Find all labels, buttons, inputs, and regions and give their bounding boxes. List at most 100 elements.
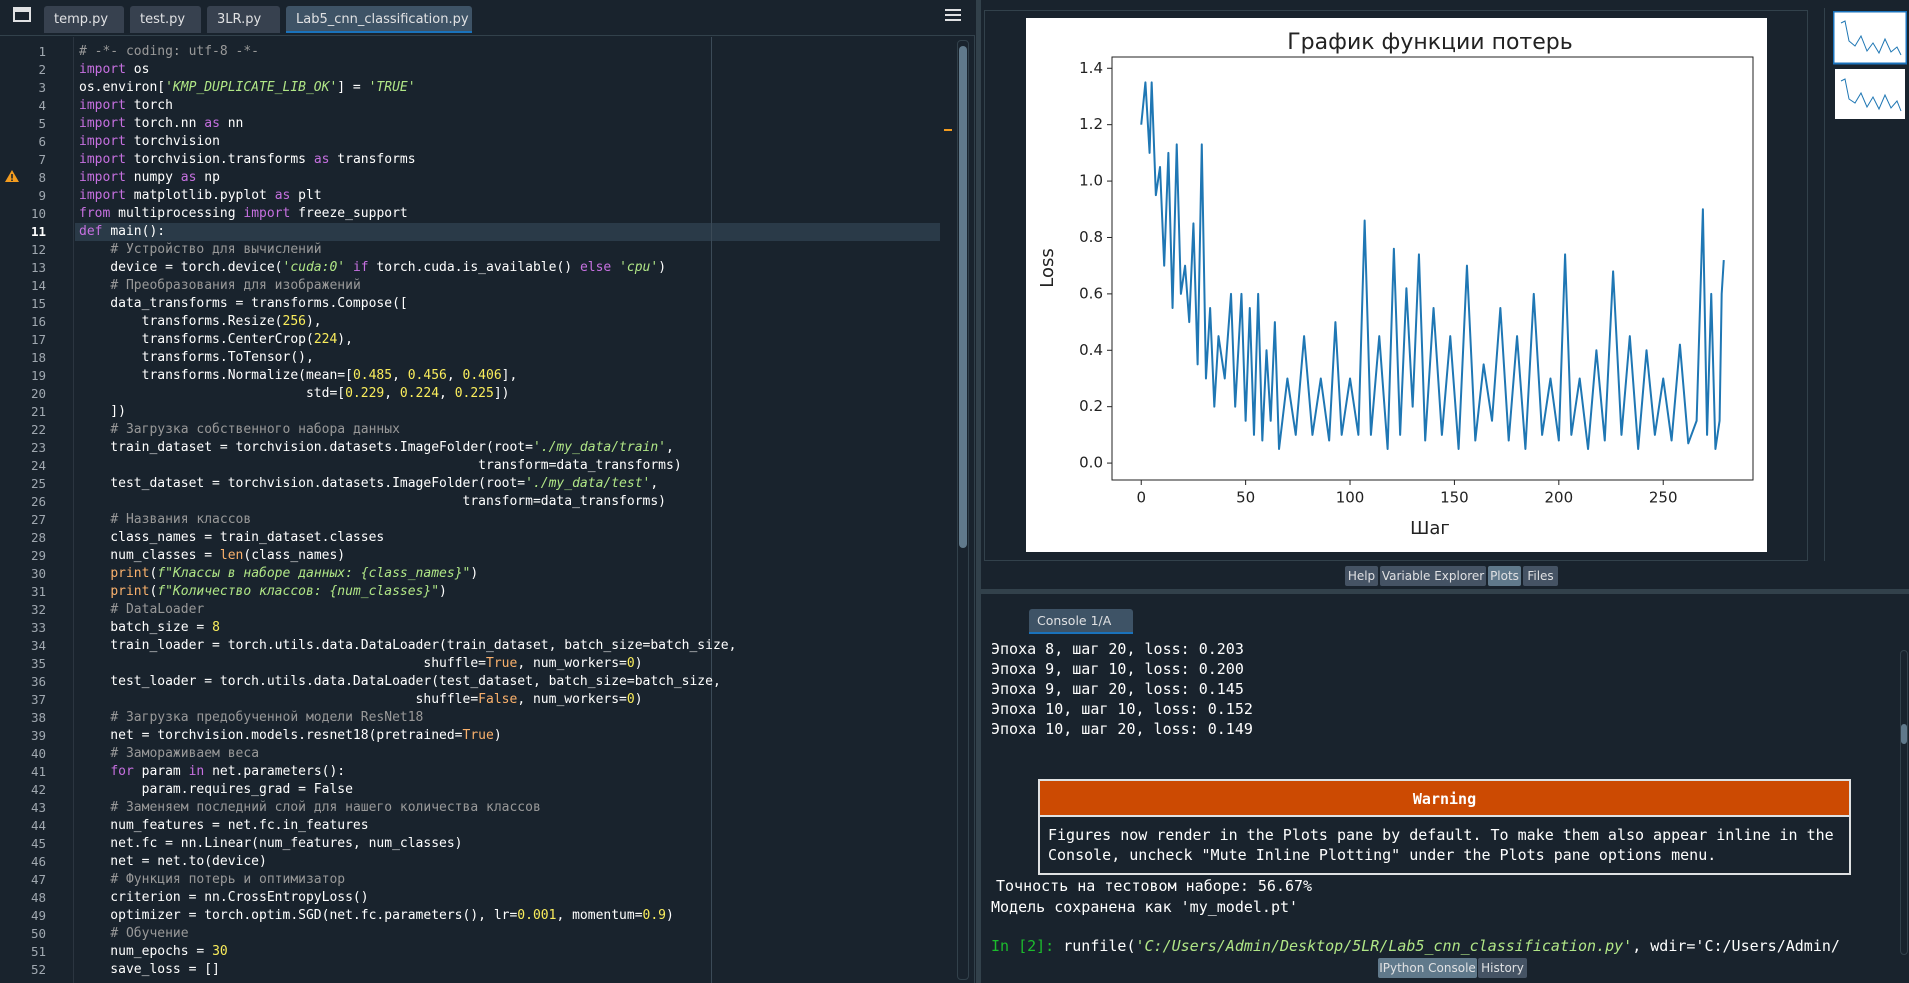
code-token: transform=data_transforms): [79, 458, 682, 473]
code-token: [79, 422, 110, 437]
code-line: train_dataset = torchvision.datasets.Ima…: [79, 439, 674, 457]
code-token: net = torchvision.models.resnet18(pretra…: [79, 728, 463, 743]
code-token: 256: [282, 314, 306, 329]
code-line: # Обучение: [79, 925, 189, 943]
code-token: transforms.CenterCrop(: [79, 332, 314, 347]
code-line: # Заменяем последний слой для нашего кол…: [79, 799, 541, 817]
code-token: 0.485: [352, 368, 393, 383]
code-line: # Преобразования для изображений: [79, 277, 360, 295]
line-number: 9: [38, 188, 46, 203]
line-number: 47: [30, 872, 46, 887]
console-scrollbar[interactable]: [1900, 650, 1908, 955]
code-token: 0.229: [345, 386, 385, 401]
console-tab-label: Console 1/A: [1037, 613, 1112, 628]
code-token: train_loader = torch.utils.data.DataLoad…: [79, 638, 737, 653]
line-number: 4: [38, 98, 46, 113]
code-line: criterion = nn.CrossEntropyLoss(): [79, 889, 368, 907]
code-token: class_names = train_dataset.classes: [79, 530, 385, 545]
console-scroll-thumb[interactable]: [1901, 724, 1907, 744]
code-line: batch_size = 8: [79, 619, 220, 637]
line-number: 23: [30, 440, 46, 455]
code-token: ():: [321, 764, 346, 779]
code-token: ): [493, 728, 502, 743]
code-token: ): [634, 656, 643, 671]
vertical-splitter[interactable]: [976, 0, 981, 983]
code-line: train_loader = torch.utils.data.DataLoad…: [79, 637, 736, 655]
code-token: param: [141, 764, 181, 779]
pane-tab[interactable]: History: [1478, 958, 1527, 978]
file-tab[interactable]: 3LR.py: [207, 6, 280, 33]
warning-icon[interactable]: [4, 169, 20, 183]
code-token: if: [352, 260, 369, 275]
line-number: 35: [30, 656, 46, 671]
horizontal-splitter[interactable]: [981, 589, 1909, 594]
code-token: import: [79, 116, 126, 131]
code-token: ),: [305, 314, 322, 329]
console-tab[interactable]: Console 1/A: [1029, 609, 1133, 634]
code-token: [181, 764, 189, 779]
plot-thumbnails[interactable]: [1833, 11, 1907, 123]
code-token: , num_workers=: [517, 656, 627, 671]
pane-tab[interactable]: IPython Console: [1378, 958, 1477, 978]
line-number: 41: [30, 764, 46, 779]
code-token: # Загрузка предобученной модели ResNet18: [110, 710, 424, 725]
browse-icon[interactable]: [13, 7, 31, 23]
code-token: , wdir='C:/Users/Admin/: [1632, 937, 1840, 955]
line-number: 11: [30, 224, 46, 239]
code-token: import: [79, 152, 126, 167]
code-token: import: [79, 188, 126, 203]
file-tab[interactable]: temp.py: [44, 6, 124, 33]
code-token: torchvision: [133, 134, 220, 149]
code-token: [79, 926, 110, 941]
code-token: [79, 800, 110, 815]
code-line: import numpy as np: [79, 169, 220, 187]
y-tick-label: 0.4: [1079, 341, 1103, 359]
editor-pane: temp.py test.py 3LR.py Lab5_cnn_classificat…: [0, 0, 975, 983]
code-line: # Названия классов: [79, 511, 251, 529]
line-number: 21: [30, 404, 46, 419]
scrollbar-thumb[interactable]: [959, 46, 967, 548]
line-number: 17: [30, 332, 46, 347]
code-token: # DataLoader: [110, 602, 205, 617]
x-tick-label: 0: [1136, 489, 1146, 507]
code-token: [126, 62, 134, 77]
code-token: [345, 260, 353, 275]
code-token: ,: [666, 440, 674, 455]
line-number: 18: [30, 350, 46, 365]
line-number: 5: [38, 116, 46, 131]
gutter: [0, 37, 74, 983]
file-tab[interactable]: test.py: [130, 6, 201, 33]
warning-box: Warning Figures now render in the Plots p…: [1038, 779, 1851, 875]
code-token: # Обучение: [110, 926, 189, 941]
code-line: test_loader = torch.utils.data.DataLoade…: [79, 673, 721, 691]
code-token: ): [634, 692, 643, 707]
code-token: # Заменяем последний слой для нашего кол…: [110, 800, 541, 815]
code-token: torch: [133, 98, 173, 113]
pane-tab[interactable]: Plots: [1488, 566, 1521, 586]
code-token: transforms: [337, 152, 416, 167]
x-tick-label: 100: [1336, 489, 1365, 507]
code-line: num_epochs = 30: [79, 943, 227, 961]
file-tab[interactable]: Lab5_cnn_classification.py: [286, 6, 472, 33]
console-command: runfile('C:/Users/Admin/Desktop/5LR/Lab5…: [1063, 937, 1840, 955]
code-token: np: [204, 170, 220, 185]
x-tick-label: 200: [1545, 489, 1574, 507]
line-number: 7: [38, 152, 46, 167]
code-token: in: [188, 764, 205, 779]
pane-tab[interactable]: Files: [1523, 566, 1558, 586]
code-token: [79, 278, 110, 293]
warning-title: Warning: [1040, 781, 1849, 817]
code-token: 0.406: [462, 368, 502, 383]
code-token: (class_names): [243, 548, 346, 563]
code-token: else: [579, 260, 612, 275]
line-number: 50: [30, 926, 46, 941]
code-token: 0.224: [399, 386, 440, 401]
options-menu[interactable]: [944, 8, 962, 22]
console-pane-tabs: IPython Console History: [1378, 958, 1538, 978]
loss-line: [1140, 81, 1725, 450]
pane-tab[interactable]: Help: [1345, 566, 1378, 586]
code-line: # DataLoader: [79, 601, 204, 619]
pane-tab[interactable]: Variable Explorer: [1380, 566, 1486, 586]
code-token: main: [110, 224, 142, 239]
code-line: num_features = net.fc.in_features: [79, 817, 368, 835]
